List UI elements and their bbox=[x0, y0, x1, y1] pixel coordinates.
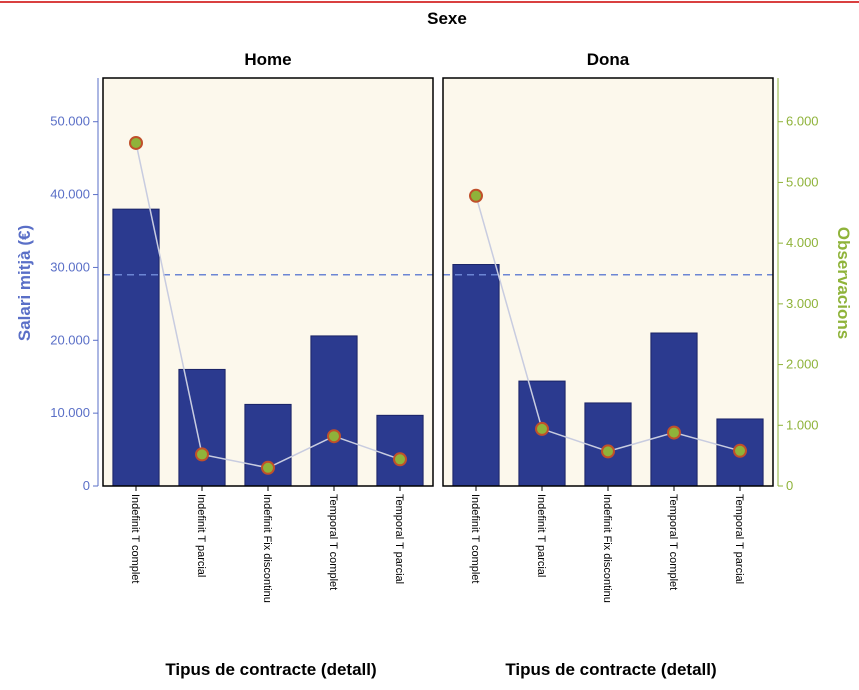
x-tick-label: Indefinit Fix discontinu bbox=[601, 494, 613, 603]
observation-point bbox=[129, 135, 143, 150]
bar bbox=[112, 208, 160, 487]
panel-title: Home bbox=[244, 50, 291, 69]
y-right-tick-label: 0 bbox=[786, 478, 793, 493]
observation-point bbox=[535, 421, 549, 436]
x-tick-label: Indefinit Fix discontinu bbox=[261, 494, 273, 603]
x-tick-label: Indefinit T parcial bbox=[535, 494, 547, 577]
x-tick-label: Indefinit T complet bbox=[469, 494, 481, 583]
observation-point bbox=[327, 429, 341, 444]
panels: Home Indefinit T complet Indefinit T parci… bbox=[102, 50, 774, 603]
x-tick-label: Temporal T complet bbox=[327, 494, 339, 590]
x-tick-label: Temporal T parcial bbox=[393, 494, 405, 584]
bar bbox=[178, 368, 226, 487]
x-axis-label-home: Tipus de contracte (detall) bbox=[165, 660, 376, 679]
y-right-tick-label: 4.000 bbox=[786, 235, 819, 250]
observation-point bbox=[195, 447, 209, 462]
y-right-tick-label: 3.000 bbox=[786, 296, 819, 311]
x-tick-label: Temporal T parcial bbox=[733, 494, 745, 584]
observation-point bbox=[601, 444, 615, 459]
y-left-tick-label: 50.000 bbox=[50, 114, 90, 129]
panel-title: Dona bbox=[587, 50, 630, 69]
panel-home: Home Indefinit T complet Indefinit T parci… bbox=[102, 50, 434, 603]
y-axis-left-label: Salari mitjà (€) bbox=[15, 225, 34, 341]
panel-dona: Dona Indefinit T complet Indefinit T parci… bbox=[442, 50, 774, 603]
y-right-tick-label: 2.000 bbox=[786, 357, 819, 372]
x-tick-label: Temporal T complet bbox=[667, 494, 679, 590]
y-left-tick-label: 30.000 bbox=[50, 259, 90, 274]
axes: 0 10.000 20.000 30.000 40.000 50.000 0 1.000 2.0… bbox=[50, 78, 819, 493]
y-left-tick-label: 20.000 bbox=[50, 332, 90, 347]
observation-point bbox=[261, 460, 275, 475]
y-axis-right-label: Observacions bbox=[834, 227, 853, 339]
x-tick-label: Indefinit T complet bbox=[129, 494, 141, 583]
y-right-tick-label: 1.000 bbox=[786, 417, 819, 432]
y-right-tick-label: 6.000 bbox=[786, 114, 819, 129]
x-axis-label-dona: Tipus de contracte (detall) bbox=[505, 660, 716, 679]
bar bbox=[452, 264, 500, 487]
y-right-tick-label: 5.000 bbox=[786, 174, 819, 189]
chart-title: Sexe bbox=[427, 9, 467, 28]
observation-point bbox=[393, 452, 407, 467]
y-left-tick-label: 40.000 bbox=[50, 187, 90, 202]
bar bbox=[650, 332, 698, 487]
y-left-tick-label: 10.000 bbox=[50, 405, 90, 420]
y-left-tick-label: 0 bbox=[83, 478, 90, 493]
x-tick-label: Indefinit T parcial bbox=[195, 494, 207, 577]
bar bbox=[310, 335, 358, 487]
observation-point bbox=[667, 425, 681, 440]
observation-point bbox=[469, 188, 483, 203]
observation-point bbox=[733, 443, 747, 458]
bar bbox=[376, 414, 424, 487]
